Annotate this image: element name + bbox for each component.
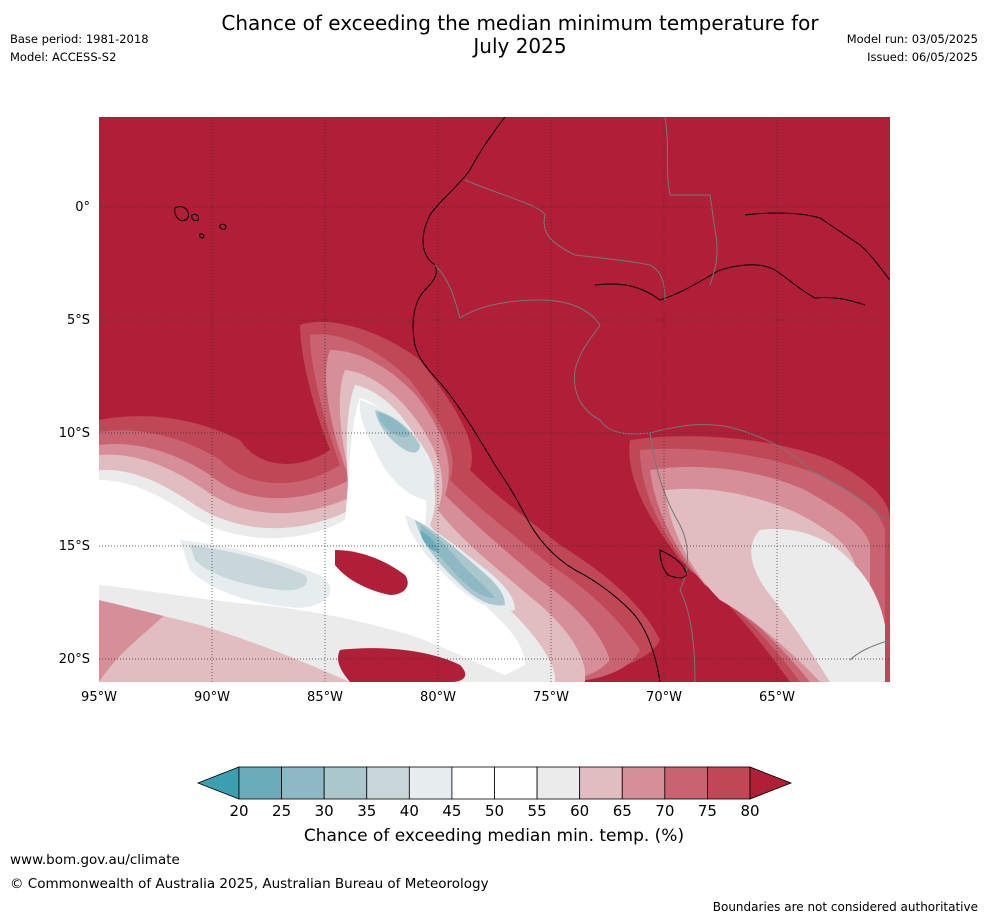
colorbar-cell	[579, 766, 623, 800]
galapagos-island-2	[191, 213, 199, 222]
map-lines	[174, 117, 890, 682]
model-run: Model run: 03/05/2025	[846, 32, 978, 46]
band-40-45-north	[359, 400, 435, 500]
colorbar-tick-label: 20	[229, 802, 248, 820]
meta-left: Base period: 1981-2018 Model: ACCESS-S2	[10, 32, 149, 68]
coastline-north	[744, 212, 890, 281]
base-period: Base period: 1981-2018	[10, 32, 149, 46]
galapagos-island-1	[174, 206, 189, 221]
colorbar-cell	[366, 766, 410, 800]
page-title: Chance of exceeding the median minimum t…	[150, 12, 890, 58]
gridlines	[99, 117, 890, 682]
band-20-25-core	[420, 530, 440, 553]
border-peru	[434, 264, 886, 521]
colorbar-tick-label: 60	[570, 802, 589, 820]
footer-copyright: © Commonwealth of Australia 2025, Austra…	[10, 876, 489, 892]
coastline-west	[412, 117, 661, 682]
pocket-dark-2	[338, 648, 466, 682]
title-line-2: July 2025	[473, 34, 567, 58]
band-45-55	[99, 398, 525, 675]
border-bolivia	[649, 432, 696, 682]
lake-titicaca	[659, 549, 687, 579]
lon-label: 95°W	[81, 690, 117, 705]
colorbar-label: Chance of exceeding median min. temp. (%…	[303, 826, 685, 846]
footer-url[interactable]: www.bom.gov.au/climate	[10, 852, 180, 868]
lat-label: 0°	[75, 200, 90, 215]
colorbar-cell	[408, 766, 453, 800]
lon-label: 70°W	[646, 690, 682, 705]
lat-label: 10°S	[59, 426, 90, 441]
colorbar-tick-label: 45	[442, 802, 461, 820]
colorbar-cells	[196, 766, 793, 800]
probability-contours	[99, 321, 890, 682]
border-brazil	[664, 117, 718, 286]
colorbar-cell	[281, 766, 325, 800]
colorbar-extend-low	[196, 766, 240, 800]
lat-label: 5°S	[67, 313, 90, 328]
lon-label: 90°W	[194, 690, 230, 705]
lon-label: 75°W	[533, 690, 569, 705]
galapagos-island-3	[219, 223, 227, 230]
colorbar-tick-label: 70	[655, 802, 674, 820]
colorbar: 20 25 30 35 40 45 50 55 60 65 70 75 80	[196, 766, 793, 820]
colorbar-tick-label: 55	[528, 802, 547, 820]
colorbar-tick-label: 65	[613, 802, 632, 820]
lon-label: 65°W	[759, 690, 795, 705]
meta-right: Model run: 03/05/2025 Issued: 06/05/2025	[847, 32, 978, 68]
colorbar-cell	[621, 766, 666, 800]
lat-label: 20°S	[59, 652, 90, 667]
band-35-40-west	[190, 545, 308, 591]
lat-axis: 0° 5°S 10°S 15°S 20°S	[59, 200, 90, 667]
issued-date: Issued: 06/05/2025	[867, 50, 978, 64]
pocket-dark-1	[335, 550, 408, 595]
colorbar-extend-high	[749, 766, 793, 800]
galapagos-island-4	[199, 233, 205, 239]
colorbar-cell	[323, 766, 368, 800]
lat-label: 15°S	[59, 539, 90, 554]
colorbar-tick-label: 35	[357, 802, 376, 820]
colorbar-tick-label: 50	[485, 802, 504, 820]
footer-note: Boundaries are not considered authoritat…	[712, 900, 978, 914]
river-amazon	[594, 264, 866, 306]
colorbar-cell	[238, 766, 282, 800]
lon-axis: 95°W 90°W 85°W 80°W 75°W 70°W 65°W	[81, 690, 795, 705]
colorbar-tick-label: 30	[315, 802, 334, 820]
colorbar-cell	[664, 766, 708, 800]
colorbar-ticks: 20 25 30 35 40 45 50 55 60 65 70 75 80	[229, 802, 759, 820]
model-name: Model: ACCESS-S2	[10, 50, 117, 64]
colorbar-cell	[707, 766, 751, 800]
forecast-map[interactable]: 0° 5°S 10°S 15°S 20°S 95°W 90°W 85°W 80°…	[0, 0, 988, 720]
band-25-30-south	[420, 525, 495, 598]
colorbar-tick-label: 25	[272, 802, 291, 820]
lon-label: 80°W	[420, 690, 456, 705]
border-paraguay	[849, 639, 890, 661]
colorbar-cell	[536, 766, 581, 800]
lon-label: 85°W	[307, 690, 343, 705]
band-55-60-east	[751, 529, 885, 682]
colorbar-cell	[451, 766, 495, 800]
colorbar-tick-label: 75	[698, 802, 717, 820]
border-colombia-ecuador	[464, 179, 666, 301]
colorbar-tick-label: 80	[740, 802, 759, 820]
colorbar-cell	[494, 766, 538, 800]
title-line-1: Chance of exceeding the median minimum t…	[221, 11, 819, 35]
band-25-30-north	[378, 412, 410, 438]
colorbar-tick-label: 40	[400, 802, 419, 820]
